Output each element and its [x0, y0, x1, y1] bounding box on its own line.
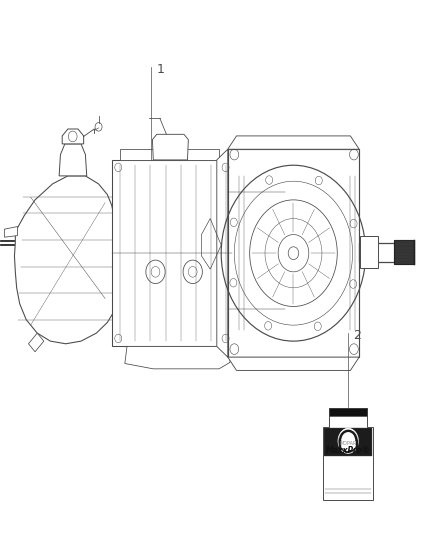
- Polygon shape: [125, 346, 230, 369]
- Polygon shape: [112, 160, 232, 346]
- Text: MOPAR: MOPAR: [339, 441, 357, 446]
- Circle shape: [339, 428, 358, 451]
- Polygon shape: [28, 333, 44, 352]
- Polygon shape: [4, 227, 18, 237]
- Polygon shape: [217, 149, 228, 357]
- Polygon shape: [152, 134, 188, 160]
- Polygon shape: [228, 149, 359, 357]
- Text: 2: 2: [353, 329, 361, 342]
- Polygon shape: [59, 144, 87, 176]
- Text: MaxxPro®: MaxxPro®: [326, 446, 371, 455]
- Polygon shape: [394, 240, 414, 264]
- Bar: [324, 428, 372, 456]
- Polygon shape: [62, 129, 84, 144]
- Polygon shape: [228, 357, 359, 370]
- Polygon shape: [14, 176, 114, 344]
- Bar: [329, 408, 367, 416]
- Polygon shape: [360, 236, 378, 268]
- Circle shape: [288, 247, 299, 260]
- Text: 1: 1: [156, 63, 164, 76]
- Polygon shape: [120, 149, 219, 160]
- Polygon shape: [228, 136, 359, 149]
- Polygon shape: [323, 408, 373, 500]
- Polygon shape: [359, 243, 412, 262]
